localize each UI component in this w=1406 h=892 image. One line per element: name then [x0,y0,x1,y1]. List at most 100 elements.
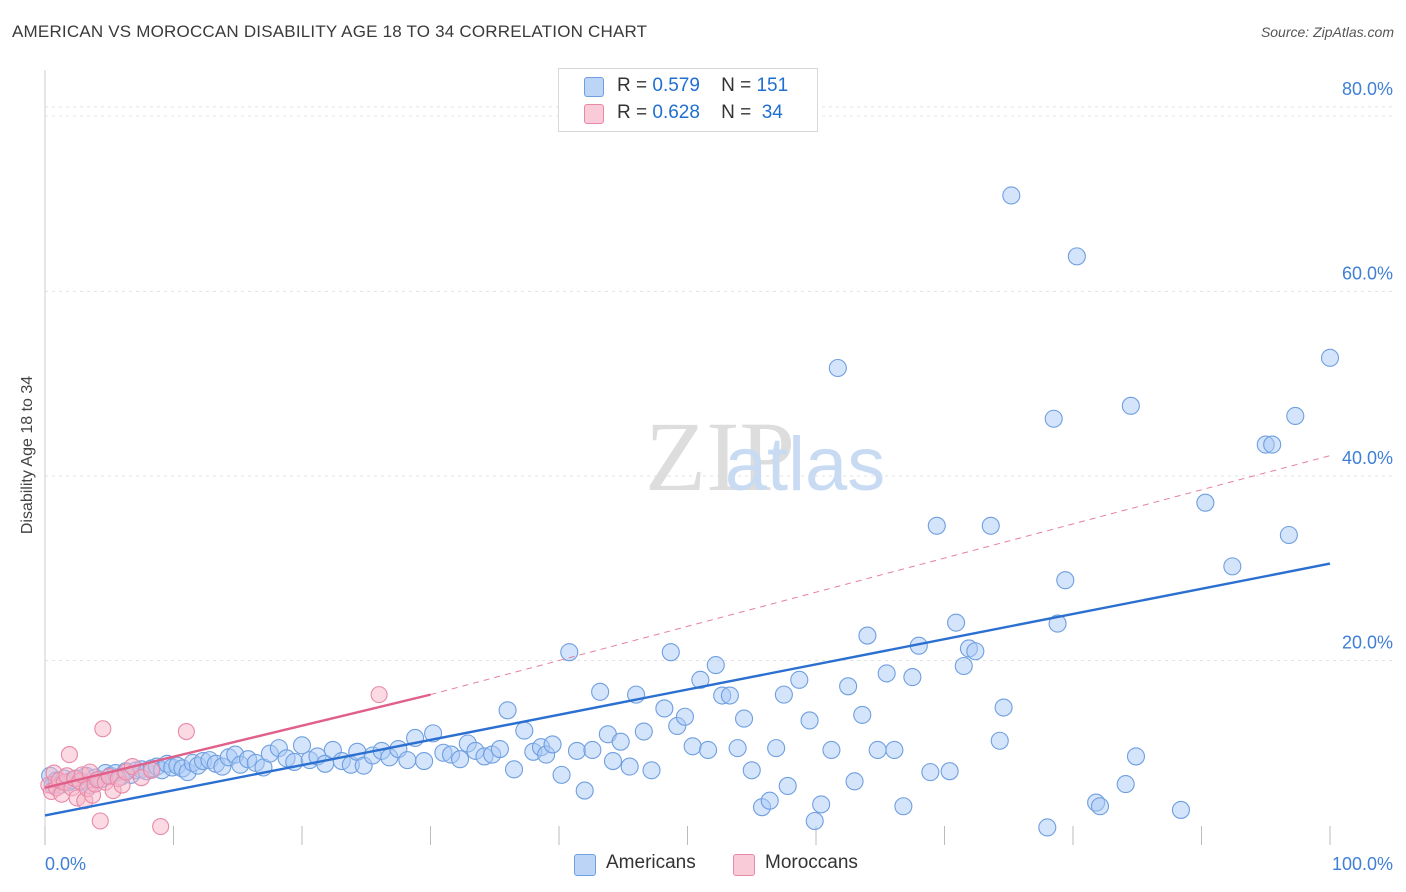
american-point [642,761,661,780]
moroccan-point [60,746,78,764]
american-point [921,763,940,782]
american-point [1121,396,1140,415]
moroccans-trend-line [44,693,431,789]
american-point [966,642,985,661]
americans-legend-swatch [574,854,596,876]
moroccan-point [94,720,112,738]
americans-n-value: 151 [756,75,789,96]
american-point [839,677,858,696]
x-tick-label-min: 0.0% [45,854,86,874]
american-point [734,709,754,728]
american-point [603,751,623,771]
american-point [1286,406,1305,426]
y-tick-label: 20.0% [1342,632,1393,652]
y-tick-label: 40.0% [1342,448,1393,468]
american-point [885,740,904,760]
american-point [990,731,1009,750]
american-point [940,762,959,781]
american-point [1223,557,1242,576]
american-point [1196,493,1215,512]
american-point [981,516,1000,535]
american-point [1171,800,1190,819]
american-point [828,358,847,378]
american-point [903,668,922,687]
american-point [1279,525,1298,545]
american-point [552,765,571,784]
moroccans-r-label: R = [617,102,648,123]
american-point [583,740,602,760]
american-point [591,682,610,701]
american-point [1044,409,1063,428]
american-point [947,613,966,632]
american-point [894,797,913,816]
american-point [292,736,312,755]
american-point [1002,186,1021,205]
moroccan-point [91,812,109,830]
american-point [1090,797,1110,816]
axes [44,70,1331,845]
american-point [515,721,534,740]
american-point [858,626,877,645]
moroccan-point [177,722,195,741]
american-point [655,699,674,718]
moroccan-point [152,817,170,836]
american-point [1048,614,1067,633]
americans-r-label: R = [617,75,648,96]
american-point [706,656,725,675]
american-point [1067,247,1086,266]
american-point [699,740,718,760]
american-point [675,707,694,726]
american-point [767,739,786,758]
american-point [504,760,524,779]
american-point [720,686,739,705]
americans-n-label: N = [721,75,752,96]
tick-labels: 20.0% 40.0% 60.0% 80.0% 0.0% 100.0% [45,79,1393,874]
american-point [661,643,680,662]
y-tick-label: 60.0% [1342,263,1393,283]
american-point [1038,818,1057,837]
correlation-legend: R = 0.579 N = 151 R = 0.628 N = 34 [558,68,818,132]
american-point [683,737,702,756]
trend-lines [44,455,1331,817]
american-point [728,739,747,758]
american-point [1126,747,1146,766]
american-point [742,761,761,780]
american-point [954,656,973,676]
american-point [575,781,594,800]
american-point [498,701,517,720]
americans-points [41,186,1340,837]
american-point [927,516,946,535]
americans-swatch [584,77,604,97]
american-point [760,791,779,810]
moroccans-n-value: 34 [761,102,783,123]
american-point [490,739,509,759]
american-point [1320,348,1340,367]
american-point [634,722,653,741]
moroccan-point [370,686,388,704]
american-point [822,740,841,760]
american-point [415,751,434,771]
moroccans-n-label: N = [721,102,752,123]
american-point [567,741,587,760]
american-point [805,811,824,831]
american-point [1056,571,1075,590]
chart-title: AMERICAN VS MOROCCAN DISABILITY AGE 18 T… [12,22,648,41]
moroccans-trend-extension [430,455,1331,696]
americans-r-value: 0.579 [652,75,700,96]
y-tick-label: 80.0% [1342,79,1393,99]
american-point [994,698,1013,717]
american-point [611,732,630,751]
american-point [868,740,887,760]
moroccans-swatch [584,104,604,124]
watermark-atlas: atlas [725,422,886,507]
gridlines [45,106,1392,661]
american-point [1116,775,1135,794]
american-point [778,776,797,796]
american-point [774,685,793,704]
american-point [543,735,562,754]
american-point [451,750,470,769]
americans-legend-label: Americans [606,852,696,873]
source-label: Source: ZipAtlas.com [1260,24,1394,40]
american-point [620,757,639,776]
american-point [1263,435,1282,454]
